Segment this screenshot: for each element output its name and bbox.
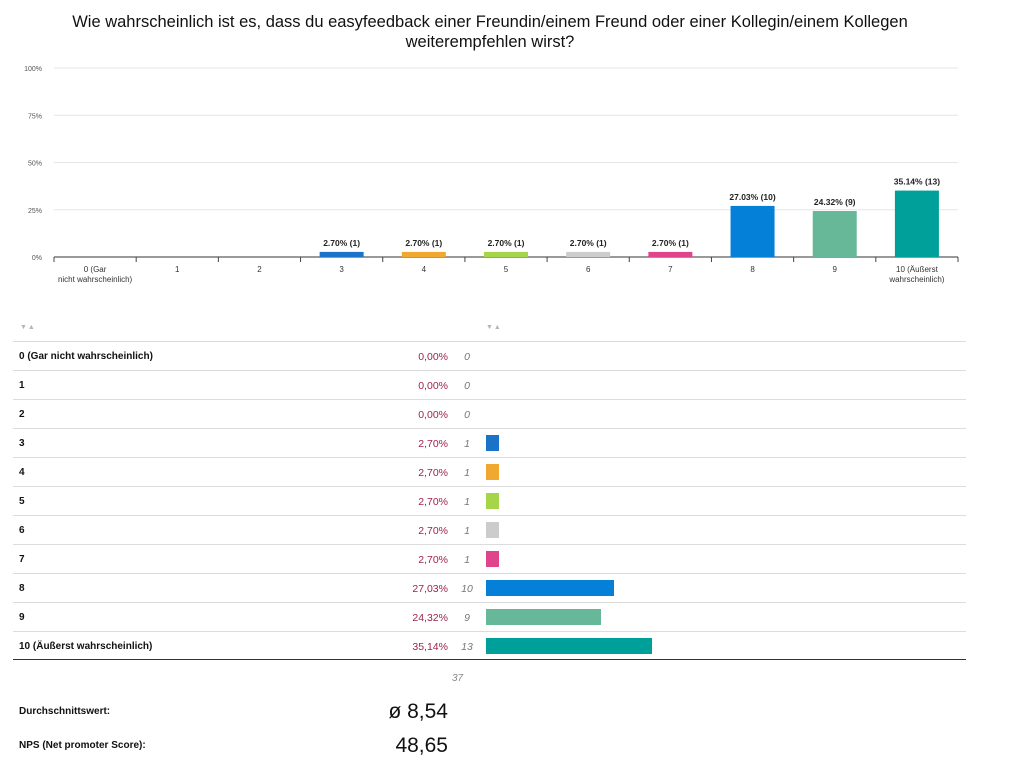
row-percent: 35,14% <box>412 641 448 653</box>
nps-value: 48,65 <box>395 734 448 757</box>
category-label: 10 (Äußerst <box>896 265 939 274</box>
row-bar <box>486 522 499 538</box>
row-label: 0 (Gar nicht wahrscheinlich) <box>19 351 153 362</box>
category-label: wahrscheinlich) <box>888 275 944 284</box>
row-percent: 27,03% <box>412 583 448 595</box>
category-label: 8 <box>750 265 755 274</box>
table-row: 6 2,70% 1 <box>13 515 966 544</box>
row-count: 10 <box>461 583 473 595</box>
row-count: 0 <box>464 380 470 392</box>
row-percent: 0,00% <box>418 380 448 392</box>
table-row: 7 2,70% 1 <box>13 544 966 573</box>
row-bar <box>486 638 652 654</box>
y-tick-label: 0% <box>32 255 42 262</box>
row-percent: 0,00% <box>418 409 448 421</box>
category-label: 4 <box>422 265 427 274</box>
data-label: 2.70% (1) <box>405 238 442 248</box>
bar <box>484 251 528 257</box>
data-label: 27.03% (10) <box>729 192 775 202</box>
category-label: 6 <box>586 265 591 274</box>
row-bar <box>486 551 499 567</box>
bar <box>812 211 857 257</box>
table-row: 1 0,00% 0 <box>13 370 966 399</box>
sort-icon[interactable]: ▼▲ <box>20 324 36 331</box>
table-row: 5 2,70% 1 <box>13 486 966 515</box>
category-label: 2 <box>257 265 262 274</box>
row-bar <box>486 493 499 509</box>
bar <box>319 251 364 257</box>
row-percent: 2,70% <box>418 496 448 508</box>
row-count: 1 <box>464 525 470 537</box>
row-count: 9 <box>464 612 470 624</box>
category-label: nicht wahrscheinlich) <box>58 275 133 284</box>
table-row: 2 0,00% 0 <box>13 399 966 428</box>
row-count: 0 <box>464 409 470 421</box>
table-row: 3 2,70% 1 <box>13 428 966 457</box>
row-label: 7 <box>19 554 25 565</box>
total-count: 37 <box>452 673 464 684</box>
row-percent: 0,00% <box>418 351 448 363</box>
average-label: Durchschnittswert: <box>19 706 111 717</box>
row-count: 1 <box>464 496 470 508</box>
row-label: 8 <box>19 583 25 594</box>
category-label: 3 <box>339 265 344 274</box>
row-bar <box>486 464 499 480</box>
category-label: 0 (Gar <box>84 265 107 274</box>
row-label: 9 <box>19 612 25 623</box>
row-count: 0 <box>464 351 470 363</box>
data-label: 35.14% (13) <box>894 177 940 187</box>
table-row: 10 (Äußerst wahrscheinlich) 35,14% 13 <box>13 631 966 660</box>
row-label: 3 <box>19 438 25 449</box>
category-label: 5 <box>504 265 509 274</box>
row-percent: 24,32% <box>412 612 448 624</box>
data-label: 2.70% (1) <box>652 238 689 248</box>
row-label: 2 <box>19 409 25 420</box>
bar <box>894 190 939 257</box>
category-label: 9 <box>833 265 838 274</box>
table-row: 0 (Gar nicht wahrscheinlich) 0,00% 0 <box>13 341 966 370</box>
results-table: 0 (Gar nicht wahrscheinlich) 0,00% 0 1 0,00%… <box>13 341 966 660</box>
row-percent: 2,70% <box>418 554 448 566</box>
y-tick-label: 25% <box>28 208 42 215</box>
row-bar <box>486 435 499 451</box>
row-percent: 2,70% <box>418 467 448 479</box>
row-label: 1 <box>19 380 25 391</box>
y-tick-label: 50% <box>28 161 42 168</box>
bar <box>566 251 611 257</box>
data-label: 2.70% (1) <box>488 238 525 248</box>
row-label: 10 (Äußerst wahrscheinlich) <box>19 641 153 652</box>
sort-icon[interactable]: ▼▲ <box>486 324 502 331</box>
nps-label: NPS (Net promoter Score): <box>19 740 146 751</box>
data-label: 24.32% (9) <box>814 197 856 207</box>
y-tick-label: 75% <box>28 113 42 120</box>
row-label: 6 <box>19 525 25 536</box>
table-row: 8 27,03% 10 <box>13 573 966 602</box>
bar <box>730 205 775 257</box>
table-row: 9 24,32% 9 <box>13 602 966 631</box>
row-percent: 2,70% <box>418 525 448 537</box>
row-bar <box>486 609 601 625</box>
bar <box>648 251 693 257</box>
question-title: Wie wahrscheinlich ist es, dass du easyf… <box>72 13 908 51</box>
table-row: 4 2,70% 1 <box>13 457 966 486</box>
bar <box>401 251 446 257</box>
row-bar <box>486 580 614 596</box>
row-percent: 2,70% <box>418 438 448 450</box>
row-label: 5 <box>19 496 25 507</box>
y-tick-label: 100% <box>24 66 42 73</box>
average-value: ø 8,54 <box>388 700 448 723</box>
row-count: 1 <box>464 467 470 479</box>
data-label: 2.70% (1) <box>570 238 607 248</box>
category-label: 1 <box>175 265 180 274</box>
row-count: 1 <box>464 438 470 450</box>
row-count: 13 <box>461 641 473 653</box>
category-label: 7 <box>668 265 673 274</box>
row-count: 1 <box>464 554 470 566</box>
data-label: 2.70% (1) <box>323 238 360 248</box>
row-label: 4 <box>19 467 25 478</box>
